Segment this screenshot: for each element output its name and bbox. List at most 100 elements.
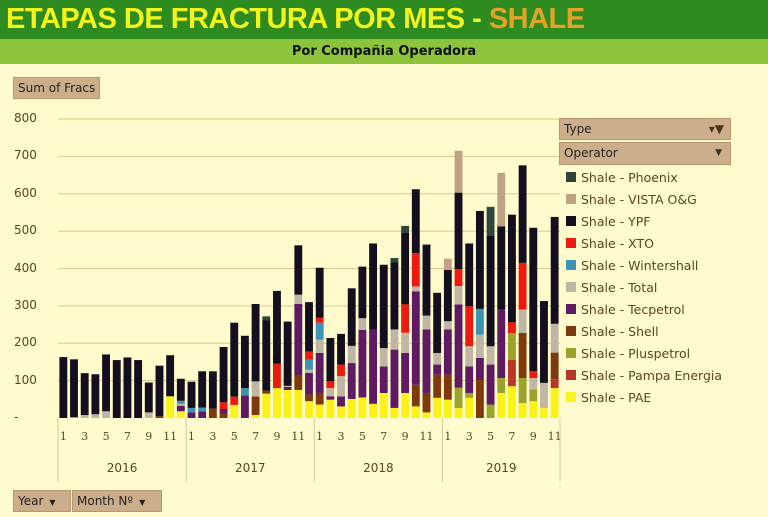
bar-segment-shale-pae <box>176 411 185 418</box>
bar-segment-shale-wintershall <box>305 359 313 370</box>
bar-segment-shale-tecpetrol <box>422 329 431 393</box>
bar-segment-shale-ypf <box>176 378 185 401</box>
bar-segment-shale-xto <box>315 317 324 323</box>
x-tick-label: 11 <box>291 430 306 443</box>
operator-filter-button[interactable]: Operator ▼ <box>559 142 731 165</box>
bar-segment-shale-total <box>305 369 313 373</box>
chevron-down-icon: ▼ <box>49 498 56 507</box>
bar-segment-shale-tecpetrol <box>486 364 495 405</box>
bar-segment-shale-tecpetrol <box>347 363 356 399</box>
bar-segment-shale-total <box>144 412 153 418</box>
bar-segment-shale-vista-o-g <box>454 150 463 193</box>
year-filter-button[interactable]: Year ▼ <box>13 490 71 512</box>
legend-label: Shale - Pluspetrol <box>581 345 691 361</box>
bar-segment-shale-total <box>176 403 185 406</box>
bar-segment-shale-tecpetrol <box>219 409 228 414</box>
bar-segment-shale-pae <box>433 397 442 418</box>
bar-segment-shale-total <box>540 382 548 408</box>
bar-segment-shale-ypf <box>369 243 378 330</box>
value-field-button[interactable]: Sum of Fracs <box>13 77 101 99</box>
bar-segment-shale-shell <box>433 374 442 398</box>
subtitle: Por Compañia Operadora <box>0 39 768 64</box>
bar-segment-shale-shell <box>315 392 324 405</box>
bar-segment-shale-total <box>283 385 292 387</box>
bar-segment-shale-pae <box>497 392 506 418</box>
bar-segment-shale-ypf <box>134 360 143 418</box>
bar-segment-shale-ypf <box>550 216 559 324</box>
legend-label: Shale - Total <box>581 279 658 295</box>
x-tick-label: 9 <box>273 430 281 443</box>
bar-segment-shale-ypf <box>475 210 484 309</box>
bar-segment-shale-shell <box>443 374 452 400</box>
bar-segment-shale-xto <box>230 396 239 405</box>
bar-segment-shale-phoenix <box>262 316 271 321</box>
x-tick-label: 5 <box>487 430 495 443</box>
bar-segment-shale-ypf <box>337 333 345 365</box>
bar-segment-shale-tecpetrol <box>326 396 335 400</box>
bar-segment-shale-ypf <box>433 292 442 353</box>
bar-segment-shale-total <box>550 323 559 353</box>
bar-segment-shale-pae <box>465 397 474 418</box>
x-tick-label: 3 <box>209 430 217 443</box>
bar-segment-shale-total <box>465 346 474 367</box>
bar-segment-shale-shell <box>155 416 164 418</box>
bar-segment-shale-total <box>379 348 388 367</box>
legend-label: Shale - Phoenix <box>581 169 678 185</box>
bar-segment-shale-pae <box>294 389 303 418</box>
bar-segment-shale-ypf <box>347 288 356 346</box>
bar-segment-shale-ypf <box>155 365 164 417</box>
bar-segment-shale-pae <box>326 399 335 418</box>
bar-segment-shale-shell <box>262 390 271 394</box>
legend-item: Shale - Total <box>559 276 731 298</box>
bar-segment-shale-total <box>390 329 399 350</box>
bar-segment-shale-ypf <box>59 357 68 418</box>
x-tick-label: 7 <box>380 430 388 443</box>
bar-segment-shale-total <box>422 315 431 330</box>
x-tick-label: 3 <box>465 430 473 443</box>
bar-segment-shale-ypf <box>422 244 431 316</box>
bar-segment-shale-total <box>337 376 345 397</box>
year-label: 2016 <box>106 461 138 475</box>
legend-item: Shale - Pluspetrol <box>559 342 731 364</box>
page-title: ETAPAS DE FRACTURA POR MES - SHALE <box>0 0 768 39</box>
bar-segment-shale-xto <box>326 381 335 389</box>
legend-item: Shale - PAE <box>559 386 731 408</box>
bar-segment-shale-total <box>251 381 260 397</box>
x-tick-label: 7 <box>123 430 131 443</box>
bar-segment-shale-pae <box>358 397 367 418</box>
y-tick-label: 200 <box>14 335 37 350</box>
bar-segment-shale-vista-o-g <box>443 258 452 270</box>
month-filter-button[interactable]: Month Nº ▼ <box>72 490 162 512</box>
bar-segment-shale-xto <box>507 322 516 334</box>
bar-segment-shale-phoenix <box>390 258 399 263</box>
bar-segment-shale-tecpetrol <box>390 349 399 408</box>
type-filter-button[interactable]: Type ▾▼ <box>559 118 731 140</box>
bar-segment-shale-wintershall <box>315 322 324 340</box>
bar-segment-shale-shell <box>219 413 228 418</box>
bar-segment-shale-pae <box>518 403 527 418</box>
bar-segment-shale-ypf <box>70 359 78 418</box>
bar-segment-shale-pae <box>251 415 260 418</box>
year-label: 2017 <box>234 461 266 475</box>
type-filter-label: Type <box>564 122 592 136</box>
bar-segment-shale-ypf <box>283 321 292 386</box>
year-label: 2018 <box>363 461 394 475</box>
x-tick-label: 3 <box>81 430 89 443</box>
bar-segment-shale-shell <box>550 352 559 380</box>
bar-segment-shale-xto <box>454 269 463 287</box>
bar-segment-shale-ypf <box>315 267 324 318</box>
legend-swatch <box>566 216 576 226</box>
bar-segment-shale-ypf <box>187 381 196 408</box>
title-highlight: SHALE <box>488 3 585 35</box>
bar-segment-shale-ypf <box>401 232 410 305</box>
bar-segment-shale-ypf <box>219 346 228 403</box>
bar-segment-shale-ypf <box>230 322 239 397</box>
y-tick-label: 400 <box>14 260 37 275</box>
bar-segment-shale-ypf <box>91 374 100 415</box>
title-main: ETAPAS DE FRACTURA POR MES - <box>6 3 489 35</box>
bar-segment-shale-tecpetrol <box>497 309 506 379</box>
bar-segment-shale-wintershall <box>475 308 484 335</box>
x-tick-label: 1 <box>59 430 67 443</box>
bar-segment-shale-ypf <box>507 214 516 323</box>
bar-segment-shale-ypf <box>358 266 367 319</box>
